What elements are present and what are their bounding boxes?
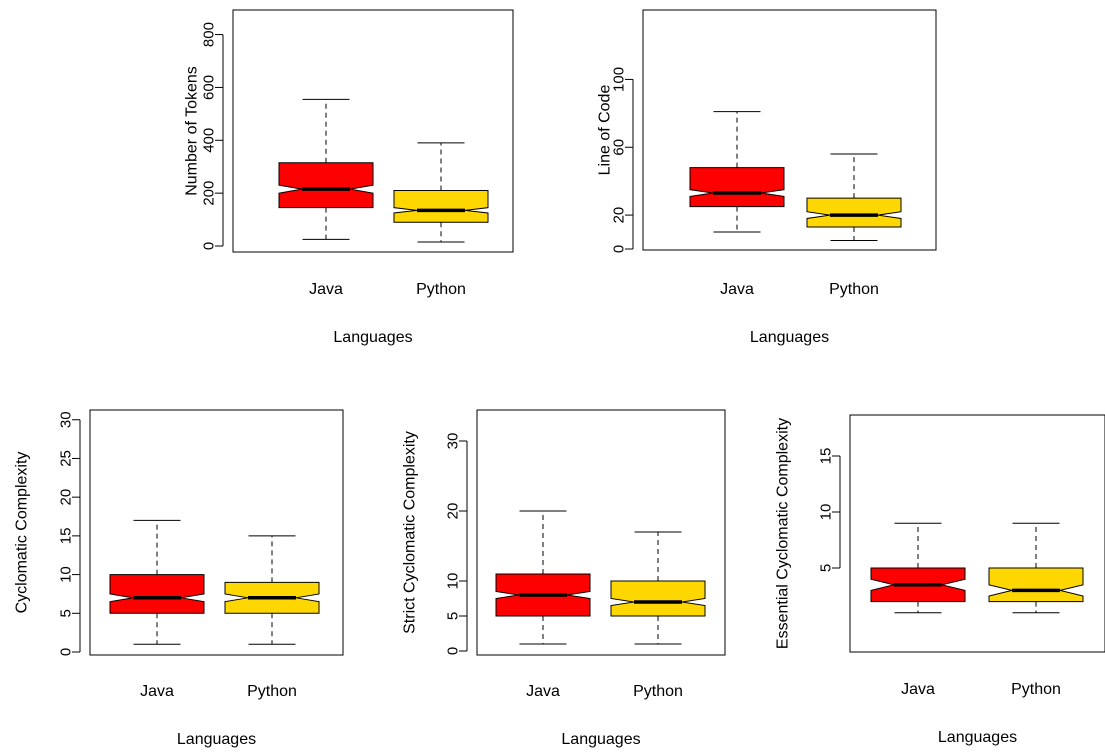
iqr-box [393,190,489,223]
chart-panel-3: 0 5 10 15 20 25 30 Cyclomatic Complexity Languag… [14,409,344,748]
y-axis-title: Essential Cyclomatic Complexity [775,418,792,649]
x-axis-title: Languages [938,729,1017,746]
category-label-java: Java [720,281,754,298]
category-label-python: Python [829,281,879,298]
plot-frame [642,9,937,251]
y-tick-label: 20 [445,503,462,520]
category-label-python: Python [416,281,466,298]
x-axis-title: Languages [750,329,829,346]
y-tick-label: 15 [58,528,75,545]
chart-panel-1: 0 200 400 600 800 Number of Tokens Languages Ja… [184,9,514,346]
y-tick-label: 0 [445,647,462,655]
y-tick-label: 0 [611,245,628,253]
y-tick-label: 30 [58,411,75,428]
y-tick-label: 0 [58,648,75,656]
y-tick-label: 60 [611,139,628,156]
y-tick-label: 5 [818,564,835,572]
iqr-box [610,580,706,617]
y-tick-label: 10 [818,504,835,521]
y-tick-label: 10 [58,566,75,583]
plot-frame [232,9,514,253]
chart-panel-5: 5 10 15 Essential Cyclomatic Complexity Lang… [775,414,1105,746]
iqr-box [278,162,374,209]
category-label-python: Python [1011,681,1061,698]
y-tick-label: 15 [818,448,835,465]
iqr-box [109,574,205,614]
y-axis-title: Line of Code [597,85,614,176]
box-java [278,98,374,240]
y-tick-label: 600 [201,75,218,100]
y-tick-label: 20 [58,489,75,506]
category-label-java: Java [901,681,935,698]
category-label-python: Python [633,683,683,700]
plot-frame [476,409,726,656]
y-tick-label: 400 [201,128,218,153]
box-python [610,531,706,645]
y-tick-label: 800 [201,22,218,47]
y-tick-label: 30 [445,433,462,450]
y-tick-label: 5 [445,612,462,620]
y-tick-label: 5 [58,609,75,617]
y-axis-title: Strict Cyclomatic Complexity [402,431,419,634]
category-label-java: Java [526,683,560,700]
box-python [806,153,902,242]
y-tick-label: 20 [611,207,628,224]
category-label-java: Java [140,683,174,700]
y-tick-label: 25 [58,450,75,467]
x-axis-title: Languages [177,731,256,748]
y-tick-label: 100 [611,67,628,92]
box-python [988,522,1084,614]
box-java [870,522,966,614]
box-java [495,510,591,645]
y-tick-label: 0 [201,242,218,250]
y-axis-title: Number of Tokens [184,66,201,196]
box-java [109,519,205,645]
category-label-java: Java [309,281,343,298]
iqr-box [988,567,1084,603]
iqr-box [806,197,902,228]
x-axis-title: Languages [561,731,640,748]
category-label-python: Python [247,683,297,700]
box-python [393,142,489,243]
y-tick-label: 10 [445,573,462,590]
iqr-box [689,167,785,208]
plot-frame [849,414,1105,653]
x-axis-title: Languages [333,329,412,346]
y-tick-label: 200 [201,181,218,206]
y-axis-title: Cyclomatic Complexity [14,452,31,614]
plot-frame [89,409,344,656]
chart-panel-4: 0 5 10 20 30 Strict Cyclomatic Complexity Lang… [402,409,726,748]
box-python [224,535,320,645]
box-java [689,111,785,233]
